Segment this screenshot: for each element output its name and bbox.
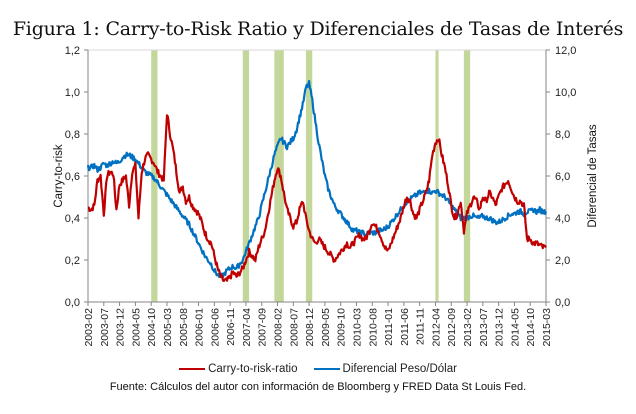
- x-tick-label: 2003-02: [83, 308, 95, 347]
- x-tick-label: 2004-05: [130, 308, 142, 347]
- shaded-period: [435, 50, 439, 302]
- x-tick-label: 2006-01: [194, 308, 206, 347]
- y-tick-label-right: 6,0: [555, 171, 570, 183]
- x-tick-label: 2005-08: [178, 308, 190, 347]
- legend-item-diferencial: Diferencial Peso/Dólar: [313, 363, 457, 375]
- source-note: Fuente: Cálculos del autor con informaci…: [109, 381, 527, 393]
- y-tick-label-left: 0,0: [65, 297, 80, 309]
- legend: Carry-to-risk-ratio Diferencial Peso/Dól…: [0, 363, 636, 375]
- y-tick-label-left: 1,0: [65, 87, 80, 99]
- legend-label-diferencial: Diferencial Peso/Dólar: [342, 363, 457, 375]
- series-line-carry-to-risk: [87, 114, 547, 283]
- x-tick-label: 2009-05: [320, 308, 332, 347]
- x-tick-label: 2004-10: [146, 308, 158, 347]
- y-axis-left-label: Carry-to-risk: [53, 144, 65, 207]
- x-tick-label: 2008-12: [304, 308, 316, 347]
- y-tick-label-left: 1,2: [65, 45, 80, 57]
- x-tick-label: 2007-09: [257, 308, 269, 347]
- shaded-period: [242, 50, 250, 302]
- x-tick-label: 2011-11: [415, 308, 427, 345]
- x-tick-label: 2012-04: [430, 308, 442, 347]
- y-tick-label-left: 0,2: [65, 255, 80, 267]
- shaded-period: [305, 50, 313, 302]
- y-tick-label-right: 4,0: [555, 213, 570, 225]
- x-tick-label: 2005-03: [162, 308, 174, 347]
- legend-swatch-diferencial: [313, 368, 340, 370]
- y-axis-right-label: Diferencial de Tasas: [587, 124, 599, 228]
- x-tick-label: 2010-03: [351, 308, 363, 347]
- x-axis: 2003-02 2003-07 2003-12 2004-05 2004-10 2005-…: [83, 301, 553, 347]
- y-tick-label-right: 10,0: [555, 87, 576, 99]
- y-tick-label-right: 12,0: [555, 45, 576, 57]
- x-tick-label: 2011-06: [399, 308, 411, 346]
- x-tick-label: 2013-07: [478, 308, 490, 347]
- y-tick-label-left: 0,8: [65, 129, 80, 141]
- y-tick-label-left: 0,6: [65, 171, 80, 183]
- legend-swatch-carry: [179, 368, 206, 370]
- x-tick-label: 2013-02: [462, 308, 474, 347]
- x-tick-label: 2015-03: [541, 308, 553, 347]
- x-tick-label: 2006-11: [225, 308, 237, 346]
- x-tick-label: 2003-07: [99, 308, 111, 347]
- x-tick-label: 2014-10: [525, 308, 537, 347]
- x-tick-label: 2008-07: [288, 308, 300, 347]
- shaded-period: [463, 50, 471, 302]
- x-tick-label: 2012-09: [446, 308, 458, 347]
- y-tick-label-right: 8,0: [555, 129, 570, 141]
- x-tick-label: 2011-01: [383, 308, 395, 346]
- x-tick-label: 2013-12: [494, 308, 506, 347]
- x-tick-label: 2009-10: [336, 308, 348, 347]
- y-tick-label-right: 2,0: [555, 255, 570, 267]
- x-tick-label: 2007-04: [241, 308, 253, 347]
- x-tick-label: 2014-05: [509, 308, 521, 347]
- y-tick-label-right: 0,0: [555, 297, 570, 309]
- y-axis-left: 0,0 0,2 0,4 0,6 0,8 1,0 1,2: [65, 45, 89, 309]
- figure-title: Figura 1: Carry-to-Risk Ratio y Diferenc…: [12, 18, 624, 40]
- x-tick-label: 2003-12: [115, 308, 127, 347]
- x-tick-label: 2006-06: [209, 308, 221, 347]
- series-line-diferencial: [86, 79, 548, 279]
- series-lines: [86, 79, 548, 283]
- x-tick-label: 2008-02: [273, 308, 285, 347]
- legend-label-carry: Carry-to-risk-ratio: [208, 363, 298, 375]
- shaded-periods: [88, 49, 546, 302]
- legend-item-carry: Carry-to-risk-ratio: [179, 363, 298, 375]
- y-tick-label-left: 0,4: [65, 213, 80, 225]
- x-tick-label: 2010-08: [367, 308, 379, 347]
- y-axis-right: 0,0 2,0 4,0 6,0 8,0 10,0 12,0: [545, 45, 576, 309]
